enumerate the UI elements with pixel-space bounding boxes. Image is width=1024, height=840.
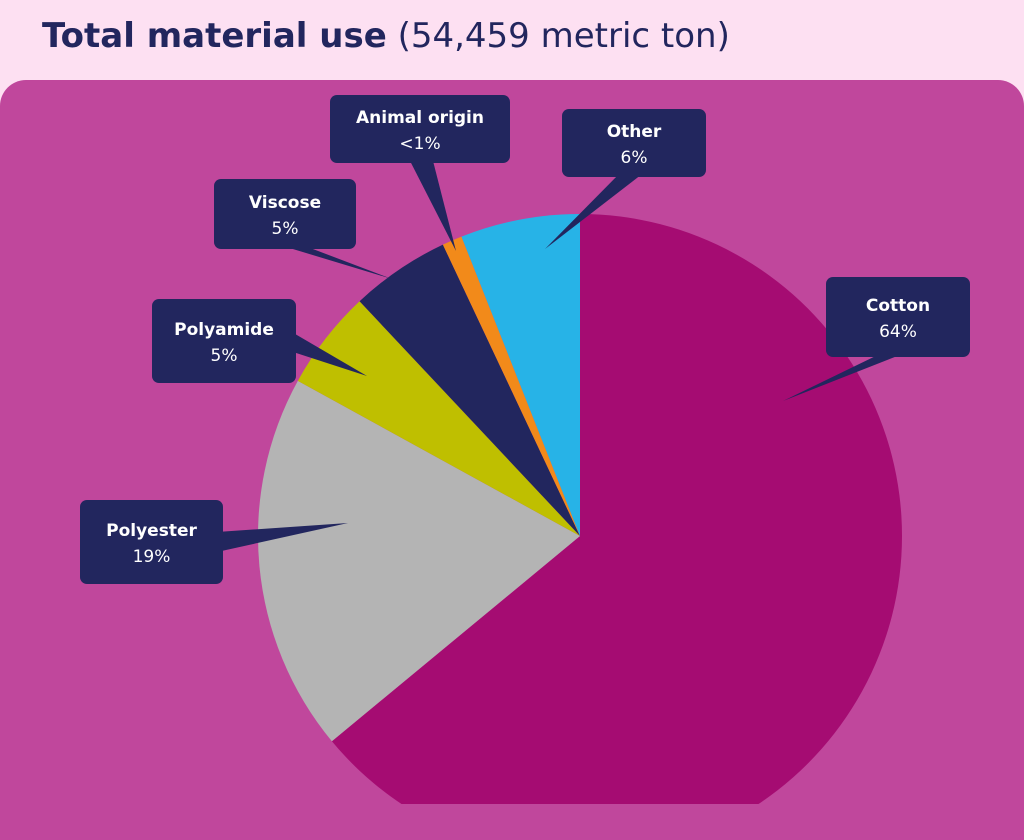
callout-viscose: Viscose 5% <box>214 179 392 279</box>
callout-label: Viscose <box>249 193 321 213</box>
pie-slice-cotton <box>331 214 902 804</box>
callout-box <box>80 500 223 584</box>
callout-value: 19% <box>133 547 171 567</box>
callout-polyester: Polyester 19% <box>80 500 348 584</box>
callout-pointer <box>545 171 646 249</box>
callout-label: Other <box>607 122 662 142</box>
callout-pointer <box>290 331 367 376</box>
callout-value: 64% <box>879 322 917 342</box>
pie-slice-animal-origin <box>442 236 580 536</box>
callout-value: <1% <box>399 134 440 154</box>
pie-chart: Cotton 64% Polyester 19% Polyamide 5% Viscose 5… <box>80 95 970 804</box>
header-bar: Total material use (54,459 metric ton) <box>0 0 1024 84</box>
callout-value: 6% <box>621 148 648 168</box>
callout-pointer <box>408 157 456 251</box>
chart-title-sub: (54,459 metric ton) <box>397 16 730 56</box>
pie-slice-viscose <box>359 244 580 536</box>
chart-title-main: Total material use <box>42 16 387 56</box>
pie-slice-other <box>461 214 580 536</box>
callout-box <box>330 95 510 163</box>
pie-slice-polyamide <box>297 301 580 536</box>
callout-pointer <box>217 523 348 552</box>
callout-polyamide: Polyamide 5% <box>152 299 367 383</box>
callout-label: Polyester <box>106 521 197 541</box>
callout-other: Other 6% <box>545 109 706 249</box>
callout-pointer <box>273 243 392 279</box>
callout-box <box>826 277 970 357</box>
callout-pointer <box>783 351 910 401</box>
callout-box <box>562 109 706 177</box>
pie-slice-polyester <box>258 380 580 742</box>
chart-title: Total material use (54,459 metric ton) <box>42 16 730 56</box>
callout-label: Cotton <box>866 296 930 316</box>
callout-value: 5% <box>272 219 299 239</box>
callout-value: 5% <box>211 346 238 366</box>
callout-label: Polyamide <box>174 320 274 340</box>
callout-cotton: Cotton 64% <box>783 277 970 401</box>
callout-box <box>214 179 356 249</box>
callout-box <box>152 299 296 383</box>
callout-animal-origin: Animal origin <1% <box>330 95 510 251</box>
callout-label: Animal origin <box>356 108 484 128</box>
